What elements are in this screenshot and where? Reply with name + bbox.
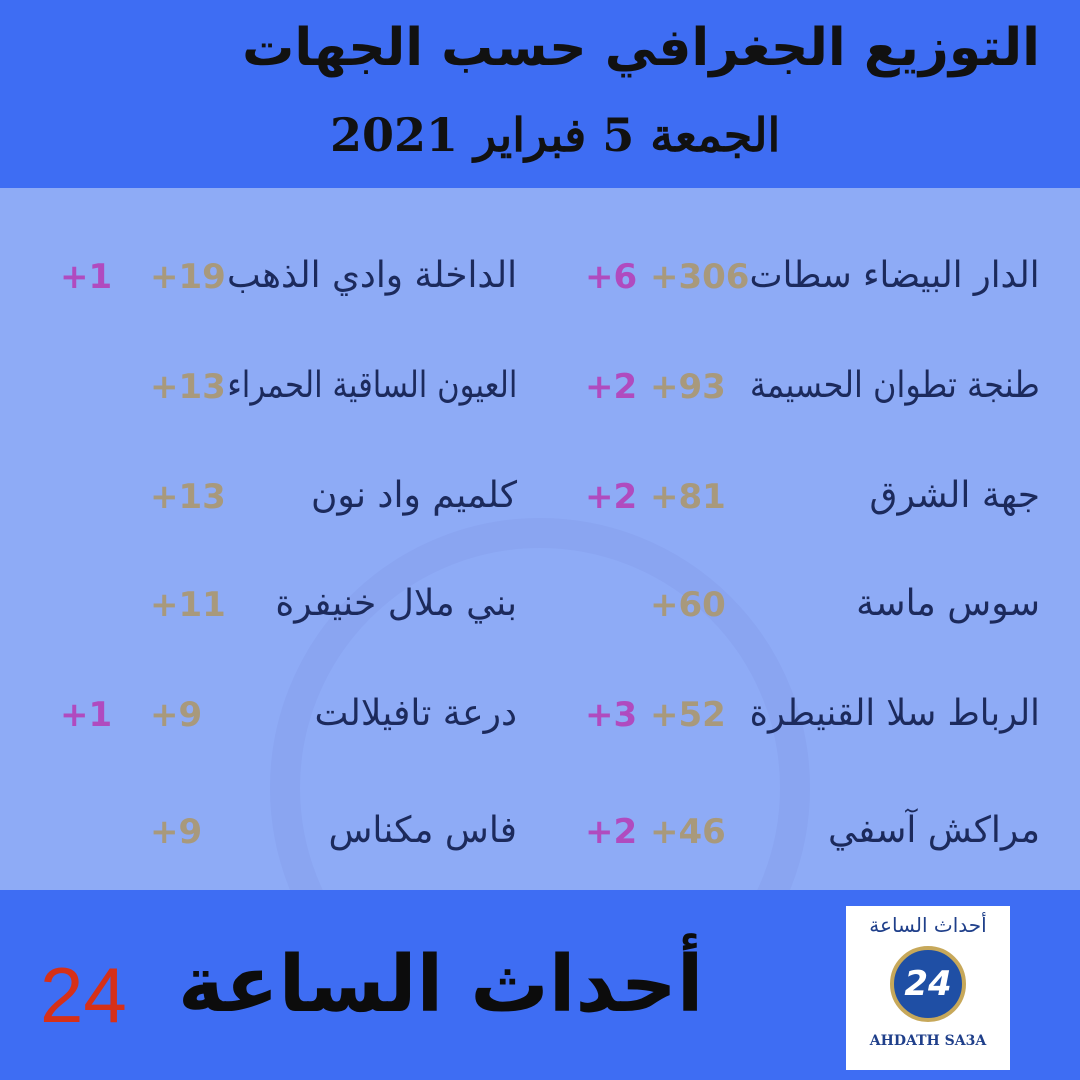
new-cases: +2 xyxy=(585,477,638,517)
total-cases: +81 xyxy=(650,477,726,517)
region-name: فاس مكناس xyxy=(328,810,517,851)
region-name: الداخلة وادي الذهب xyxy=(227,255,517,296)
total-cases: +9 xyxy=(150,812,203,852)
region-name: مراكش آسفي xyxy=(827,810,1040,851)
new-cases: +3 xyxy=(585,695,638,735)
new-cases: +2 xyxy=(585,367,638,407)
new-cases: +1 xyxy=(60,257,113,297)
region-name: كلميم واد نون xyxy=(310,475,517,516)
total-cases: +93 xyxy=(650,367,726,407)
region-row: الرباط سلا القنيطرة +52 +3 xyxy=(0,693,1080,753)
date-label: الجمعة 5 فبراير 2021 xyxy=(330,108,781,162)
region-row: كلميم واد نون +13 xyxy=(0,475,1080,535)
region-row: طنجة تطوان الحسيمة +93 +2 xyxy=(0,365,1080,425)
brand-logo: أحداث الساعة 24 AHDATH SA3A xyxy=(846,906,1010,1070)
logo-arabic-text: أحداث الساعة xyxy=(869,913,987,937)
region-row: سوس ماسة +60 xyxy=(0,583,1080,643)
logo-emblem: 24 xyxy=(890,946,966,1022)
total-cases: +11 xyxy=(150,585,226,625)
header-banner: التوزيع الجغرافي حسب الجهات الجمعة 5 فبر… xyxy=(0,0,1080,188)
region-row: فاس مكناس +9 xyxy=(0,810,1080,870)
region-name: بني ملال خنيفرة xyxy=(275,583,517,624)
region-name: درعة تافيلالت xyxy=(314,693,518,734)
region-name: العيون الساقية الحمراء xyxy=(227,365,517,406)
logo-latin-text: AHDATH SA3A xyxy=(869,1033,987,1049)
region-row: مراكش آسفي +46 +2 xyxy=(0,810,1080,870)
brand-name: أحداث الساعة xyxy=(178,940,704,1030)
total-cases: +52 xyxy=(650,695,726,735)
total-cases: +60 xyxy=(650,585,726,625)
total-cases: +9 xyxy=(150,695,203,735)
total-cases: +46 xyxy=(650,812,726,852)
region-name: طنجة تطوان الحسيمة xyxy=(750,365,1040,406)
brand-number: 24 xyxy=(40,951,127,1039)
page-title: التوزيع الجغرافي حسب الجهات xyxy=(242,18,1040,78)
total-cases: +13 xyxy=(150,367,226,407)
total-cases: +306 xyxy=(650,257,750,297)
new-cases: +6 xyxy=(585,257,638,297)
new-cases: +2 xyxy=(585,812,638,852)
region-name: الدار البيضاء سطات xyxy=(750,255,1040,296)
region-row: الدار البيضاء سطات +306 +6 xyxy=(0,255,1080,315)
region-name: سوس ماسة xyxy=(856,583,1040,624)
region-row: بني ملال خنيفرة +11 xyxy=(0,583,1080,643)
new-cases: +1 xyxy=(60,695,113,735)
region-row: العيون الساقية الحمراء +13 xyxy=(0,365,1080,425)
region-name: الرباط سلا القنيطرة xyxy=(749,693,1040,734)
total-cases: +13 xyxy=(150,477,226,517)
total-cases: +19 xyxy=(150,257,226,297)
region-name: جهة الشرق xyxy=(869,475,1040,516)
region-row: جهة الشرق +81 +2 xyxy=(0,475,1080,535)
region-row: درعة تافيلالت +9 +1 xyxy=(0,693,1080,753)
region-row: الداخلة وادي الذهب +19 +1 xyxy=(0,255,1080,315)
